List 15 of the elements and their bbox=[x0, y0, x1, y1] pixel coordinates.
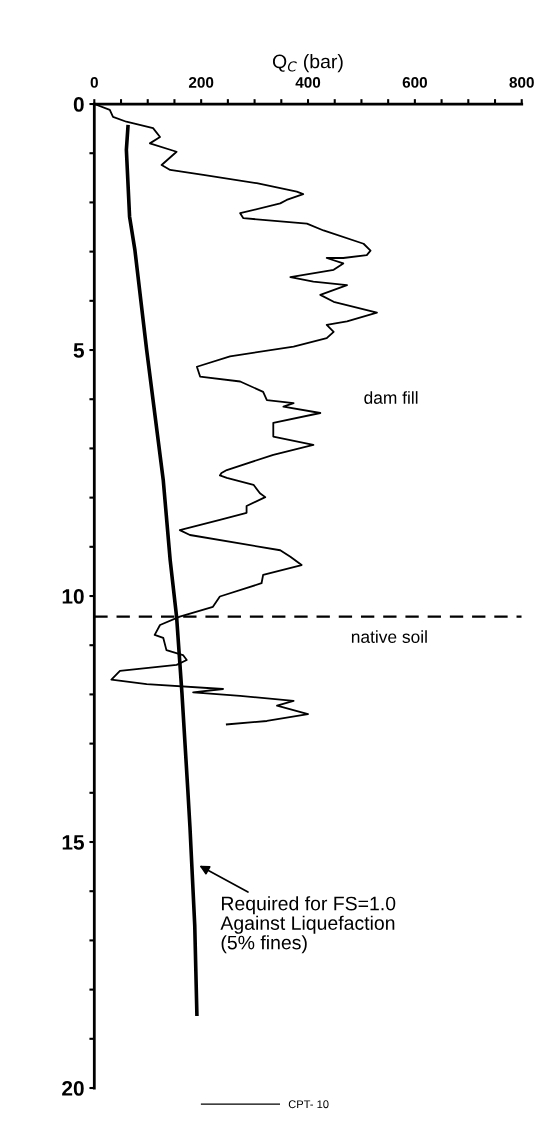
y-tick-label: 15 bbox=[62, 835, 85, 850]
annotation: Required for FS=1.0 Against Liquefaction (5% fines) bbox=[220, 896, 396, 954]
y-tick-label: 5 bbox=[73, 343, 85, 358]
x-tick-label: 0 bbox=[90, 76, 98, 88]
text: CPT- 10 bbox=[288, 1100, 329, 1109]
y-tick-label: 20 bbox=[62, 1081, 84, 1096]
x-tick-label: 800 bbox=[509, 76, 534, 88]
x-tick-label: 400 bbox=[295, 76, 321, 88]
y-tick-label: 0 bbox=[73, 97, 84, 112]
x-tick-label: 200 bbox=[188, 76, 214, 88]
x-tick-label: 600 bbox=[402, 76, 427, 88]
y-tick-label: 10 bbox=[62, 589, 84, 604]
x-axis-title: Q$_{C}$ (bar) bbox=[272, 54, 343, 73]
annotation: dam fill bbox=[364, 391, 418, 404]
annotation: native soil bbox=[351, 630, 427, 643]
